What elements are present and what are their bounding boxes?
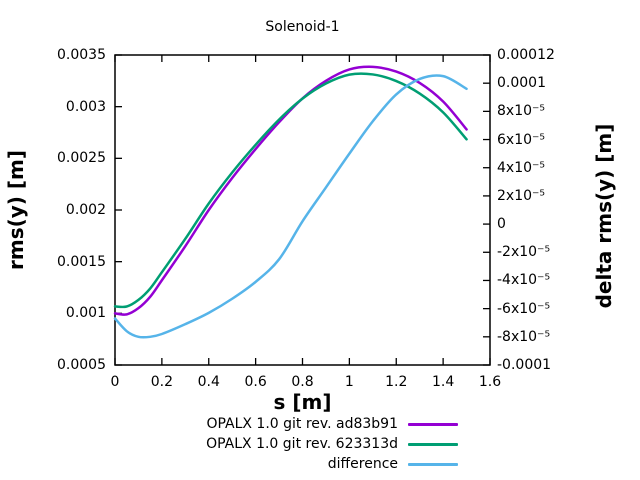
x-tick-label: 1.2 [385, 374, 408, 390]
x-tick-label: 1.4 [431, 374, 455, 390]
y-right-tick-label: -6x10⁻⁵ [497, 300, 551, 317]
y-right-tick-label: -4x10⁻⁵ [497, 272, 551, 289]
x-tick-label: 0.4 [197, 374, 220, 390]
x-tick-label: 0.2 [150, 374, 173, 390]
legend-label: difference [327, 456, 398, 472]
legend-line-swatch [408, 443, 458, 446]
x-tick-label: 0 [110, 374, 120, 390]
y-left-tick-label: 0.002 [65, 202, 106, 218]
y-right-tick-label: 8x10⁻⁵ [497, 103, 546, 120]
y-right-tick-label: 0.00012 [497, 47, 555, 63]
y-right-tick-label: -8x10⁻⁵ [497, 328, 551, 345]
plot-border [114, 54, 491, 366]
legend-row: difference [0, 454, 640, 474]
y-right-tick-label: -2x10⁻⁵ [497, 244, 551, 261]
y-left-tick-label: 0.0035 [57, 47, 106, 63]
y-right-tick-label: -0.0001 [497, 357, 552, 373]
legend-label: OPALX 1.0 git rev. 623313d [206, 436, 398, 452]
y-right-tick-label: 6x10⁻⁵ [497, 131, 546, 148]
y-left-tick-label: 0.0015 [57, 253, 106, 270]
y-left-tick-label: 0.001 [65, 305, 106, 322]
x-axis-label: s [m] [273, 390, 332, 414]
y-left-tick-label: 0.0025 [57, 150, 106, 167]
legend-line-swatch [408, 423, 458, 426]
legend-row: OPALX 1.0 git rev. 623313d [0, 434, 640, 454]
series-line-0 [113, 65, 468, 316]
x-tick-label: 1.6 [478, 374, 502, 390]
y-right-tick-label: 4x10⁻⁵ [497, 159, 546, 176]
legend-line-swatch [408, 463, 458, 466]
legend-row: OPALX 1.0 git rev. ad83b91 [0, 414, 640, 434]
chart-title: Solenoid-1 [265, 19, 340, 35]
y-left-tick-label: 0.0005 [57, 357, 106, 373]
x-tick-label: 0.6 [244, 374, 267, 390]
y-left-tick-label: 0.003 [65, 98, 106, 115]
legend-label: OPALX 1.0 git rev. ad83b91 [206, 416, 398, 432]
series-line-2 [113, 74, 468, 339]
x-tick-label: 0.8 [291, 374, 314, 390]
x-tick-label: 1 [344, 374, 354, 390]
y-right-tick-label: 0 [497, 216, 506, 233]
y-right-tick-label: 0.0001 [497, 75, 546, 92]
y-right-tick-label: 2x10⁻⁵ [497, 187, 546, 204]
series-line-1 [113, 72, 468, 309]
